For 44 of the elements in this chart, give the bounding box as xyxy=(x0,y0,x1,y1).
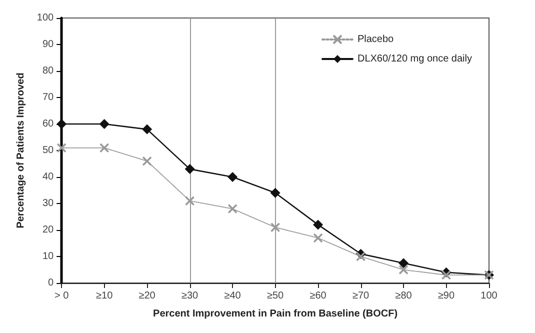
point xyxy=(441,270,452,280)
y-tick-label: 30 xyxy=(42,198,54,209)
x-tick-label: ≥10 xyxy=(96,290,114,302)
point xyxy=(313,233,323,243)
x-tick-label: ≥90 xyxy=(438,290,455,302)
x-tick-label: ≥60 xyxy=(310,290,327,302)
point xyxy=(56,142,66,153)
point xyxy=(99,142,110,153)
y-tick-label: 80 xyxy=(42,66,54,76)
x-tick-label: ≥80 xyxy=(395,290,412,302)
y-tick-label: 90 xyxy=(42,39,54,50)
point xyxy=(228,172,238,182)
point xyxy=(184,196,195,206)
x-axis-title: Percent Improvement in Pain from Baseline (BOCF) xyxy=(153,308,398,320)
point xyxy=(142,156,152,166)
point xyxy=(398,264,408,275)
point xyxy=(398,258,409,268)
y-tick-label: 10 xyxy=(42,251,54,262)
x-tick-label: ≥50 xyxy=(266,290,284,302)
x-tick-label: ≥30 xyxy=(181,290,199,302)
y-tick-label: 40 xyxy=(42,172,54,182)
y-tick-label: 60 xyxy=(42,118,54,130)
point xyxy=(184,164,195,174)
legend-label: DLX60/120 mg once daily xyxy=(357,54,472,64)
y-tick-label: 0 xyxy=(48,278,54,288)
point xyxy=(228,204,238,214)
point xyxy=(313,220,324,230)
point xyxy=(270,188,280,198)
x-tick-label: > 0 xyxy=(54,290,70,302)
point xyxy=(56,119,67,129)
legend-label: Placebo xyxy=(357,34,394,45)
y-tick-label: 50 xyxy=(42,145,54,156)
x-tick-label: ≥70 xyxy=(352,290,370,302)
x-tick-label: 100 xyxy=(480,290,498,302)
x-tick-label: ≥20 xyxy=(138,290,156,302)
y-axis-title: Percentage of Patients Improved xyxy=(16,72,26,228)
point xyxy=(142,124,152,134)
point xyxy=(270,222,280,232)
y-tick-label: 70 xyxy=(42,92,54,103)
y-tick-label: 20 xyxy=(42,224,54,236)
y-tick-label: 100 xyxy=(36,12,54,24)
point xyxy=(356,252,366,262)
x-tick-label: ≥40 xyxy=(224,290,242,302)
point xyxy=(99,119,110,129)
